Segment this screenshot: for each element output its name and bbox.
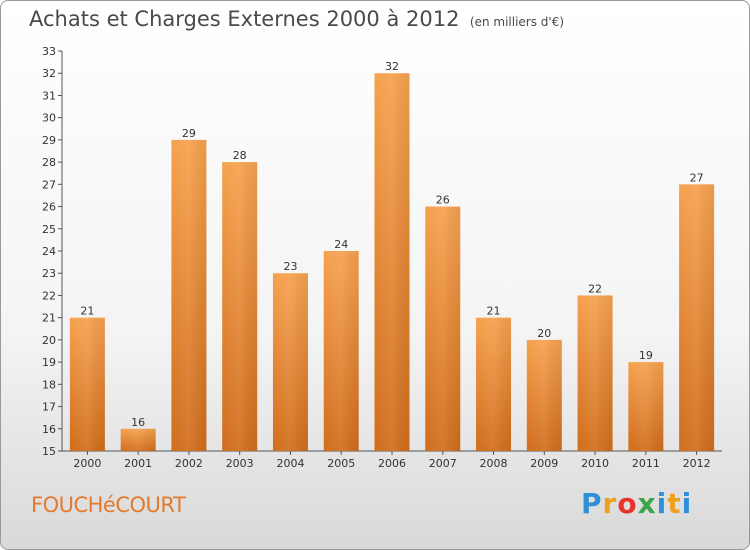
x-tick-label: 2009 <box>530 457 558 470</box>
chart-unit-label: (en milliers d'€) <box>469 15 565 29</box>
data-label: 20 <box>537 327 551 340</box>
x-tick-label: 2006 <box>378 457 406 470</box>
data-label: 19 <box>639 349 653 362</box>
bar-shine <box>425 206 461 451</box>
logo-letter: t <box>667 487 682 520</box>
bar-shine <box>69 317 105 451</box>
bar-shine <box>476 317 512 451</box>
data-label: 24 <box>334 238 348 251</box>
logo-letter: i <box>656 487 668 520</box>
y-tick-label: 21 <box>42 312 56 325</box>
x-tick-label: 2000 <box>73 457 101 470</box>
logo-letter: P <box>581 487 603 520</box>
y-tick-label: 19 <box>42 356 56 369</box>
y-tick-label: 15 <box>42 445 56 458</box>
y-tick-label: 26 <box>42 201 56 214</box>
data-labels: 21 2000 16 2001 29 2002 28 2003 23 2004 24 2005 32 20… <box>73 60 710 470</box>
y-tick-label: 32 <box>42 67 56 80</box>
y-tick-label: 27 <box>42 178 56 191</box>
bar-shine <box>272 273 308 451</box>
data-label: 21 <box>487 305 501 318</box>
y-tick-label: 25 <box>42 223 56 236</box>
x-tick-label: 2005 <box>327 457 355 470</box>
x-tick-label: 2002 <box>175 457 203 470</box>
y-tick-label: 31 <box>42 89 56 102</box>
bar-shine <box>171 139 207 451</box>
bars <box>69 73 715 452</box>
x-tick-label: 2008 <box>480 457 508 470</box>
y-tick-label: 29 <box>42 134 56 147</box>
logo-letter: i <box>681 487 693 520</box>
bar-shine <box>526 339 562 451</box>
x-tick-label: 2010 <box>581 457 609 470</box>
chart-title: Achats et Charges Externes 2000 à 2012 <box>29 7 460 31</box>
x-tick-label: 2003 <box>226 457 254 470</box>
x-tick-label: 2011 <box>632 457 660 470</box>
data-label: 26 <box>436 194 450 207</box>
data-label: 16 <box>131 416 145 429</box>
title-block: Achats et Charges Externes 2000 à 2012 (… <box>29 7 564 31</box>
y-tick-label: 30 <box>42 112 56 125</box>
axes: 15 16 17 18 19 20 21 22 23 24 25 26 27 28 29 30 31 32 33 <box>42 45 722 458</box>
y-tick-label: 33 <box>42 45 56 58</box>
data-label: 28 <box>233 149 247 162</box>
y-tick-label: 22 <box>42 289 56 302</box>
x-tick-label: 2001 <box>124 457 152 470</box>
x-tick-label: 2007 <box>429 457 457 470</box>
proxiti-logo: Proxiti <box>581 487 692 520</box>
data-label: 29 <box>182 127 196 140</box>
bar-shine <box>374 73 410 451</box>
data-label: 27 <box>690 171 704 184</box>
y-tick-label: 23 <box>42 267 56 280</box>
y-tick-label: 16 <box>42 423 56 436</box>
data-label: 21 <box>80 305 94 318</box>
data-label: 22 <box>588 282 602 295</box>
logo-letter: x <box>637 487 657 520</box>
y-tick-label: 28 <box>42 156 56 169</box>
y-tick-label: 20 <box>42 334 56 347</box>
bar-shine <box>577 295 613 451</box>
bar-shine <box>323 251 359 451</box>
commune-name: FOUCHéCOURT <box>31 493 186 517</box>
data-label: 23 <box>283 260 297 273</box>
bar-shine <box>120 428 156 451</box>
y-tick-label: 17 <box>42 401 56 414</box>
y-tick-label: 18 <box>42 378 56 391</box>
y-tick-label: 24 <box>42 245 56 258</box>
x-tick-label: 2012 <box>683 457 711 470</box>
logo-letter: o <box>617 487 638 520</box>
bar-shine <box>628 362 664 451</box>
bar-shine <box>222 162 258 451</box>
bar-shine <box>679 184 715 452</box>
logo-letter: r <box>602 487 618 520</box>
data-label: 32 <box>385 60 399 73</box>
x-tick-label: 2004 <box>276 457 304 470</box>
